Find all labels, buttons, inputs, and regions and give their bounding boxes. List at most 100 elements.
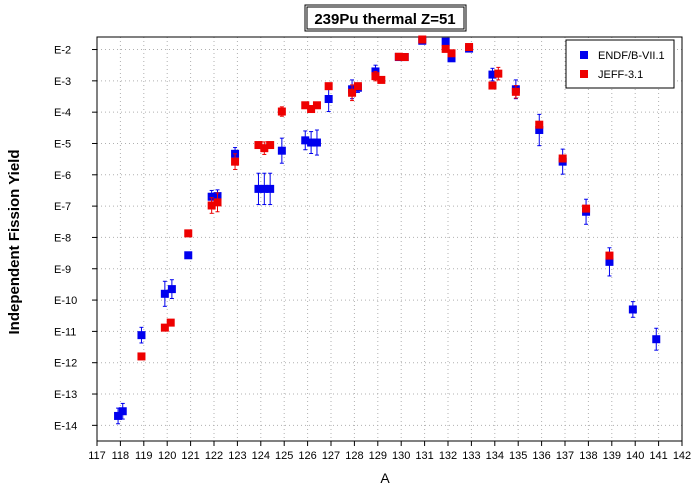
data-point [605,257,614,266]
x-tick-label: 121 [181,450,199,462]
x-tick-label: 142 [673,450,691,462]
x-tick-label: 139 [603,450,621,462]
data-point [118,407,127,416]
x-tick-label: 122 [205,450,223,462]
x-tick-label: 135 [509,450,527,462]
data-point [652,335,661,344]
data-point [371,72,380,81]
chart-title-box: 239Pu thermal Z=51 [304,4,467,32]
legend-label-jeff: JEFF-3.1 [598,69,643,81]
y-tick-label: E-9 [54,264,71,276]
data-point [184,251,193,260]
y-tick-label: E-8 [54,232,71,244]
x-tick-label: 140 [626,450,644,462]
y-axis-title: Independent Fission Yield [6,149,23,334]
data-point [260,184,269,193]
data-point [418,35,427,44]
data-point [207,201,216,210]
y-tick-label: E-3 [54,76,71,88]
data-point [324,95,333,104]
data-point [266,184,275,193]
data-point [167,285,176,294]
data-point [377,75,386,84]
legend: ENDF/B-VII.1 JEFF-3.1 [565,39,675,89]
data-point [114,411,123,420]
y-tick-label: E-12 [54,358,77,370]
y-tick-label: E-5 [54,138,71,150]
data-point [266,141,275,150]
legend-marker-endf [580,51,588,59]
data-point [160,289,169,298]
x-tick-label: 124 [252,450,270,462]
legend-label-endf: ENDF/B-VII.1 [598,50,665,62]
data-point [535,126,544,135]
x-axis: 117 118 119 120 121 122 123 124 125 126 127 128 129 1… [88,441,691,462]
y-tick-label: E-14 [54,420,77,432]
data-point [348,88,357,97]
data-point [213,198,222,207]
data-point [307,105,316,114]
x-tick-label: 118 [112,450,130,462]
x-tick-label: 134 [486,450,504,462]
data-point [394,52,403,61]
data-point [494,69,503,78]
data-point [260,144,269,153]
data-point [400,53,409,62]
x-tick-label: 129 [369,450,387,462]
data-point [488,70,497,79]
data-point [312,138,321,147]
data-point [166,318,175,327]
data-point [277,107,286,116]
x-tick-label: 141 [649,450,667,462]
x-tick-label: 127 [322,450,340,462]
y-tick-label: E-10 [54,295,77,307]
data-point [511,87,520,96]
x-tick-label: 130 [392,450,410,462]
x-tick-label: 117 [88,450,106,462]
x-tick-label: 132 [439,450,457,462]
series-layer [114,35,661,425]
x-tick-label: 131 [415,450,433,462]
y-tick-label: E-4 [54,107,71,119]
data-point [184,229,193,238]
x-tick-label: 137 [556,450,574,462]
data-point [277,146,286,155]
data-point [447,49,456,58]
y-tick-label: E-2 [54,45,71,57]
data-point [441,37,450,46]
data-point [254,184,263,193]
data-point [301,101,310,110]
y-axis: E-2 E-3 E-4 E-5 E-6 E-7 E-8 E-9 E-10 E-11 E-12 E-13… [54,45,97,432]
plot-frame [96,36,683,442]
data-point [605,251,614,260]
data-point [312,101,321,110]
data-point [441,44,450,53]
x-tick-label: 120 [158,450,176,462]
data-point [254,141,263,150]
x-tick-label: 136 [532,450,550,462]
data-point [301,136,310,145]
x-tick-label: 128 [345,450,363,462]
data-point [558,154,567,163]
data-point [535,120,544,129]
y-tick-label: E-13 [54,389,77,401]
data-point [307,138,316,147]
data-point [137,331,146,340]
data-point [207,192,216,201]
data-point [628,305,637,314]
x-tick-label: 133 [462,450,480,462]
data-point [353,82,362,91]
data-point [447,54,456,63]
y-tick-label: E-6 [54,170,71,182]
x-tick-label: 126 [298,450,316,462]
chart-title: 239Pu thermal Z=51 [314,11,455,28]
x-tick-label: 138 [579,450,597,462]
series-jeff [137,35,614,361]
data-point [324,82,333,91]
grid [96,37,683,441]
legend-marker-jeff [580,70,588,78]
data-point [465,43,474,52]
x-tick-label: 125 [275,450,293,462]
x-tick-label: 123 [228,450,246,462]
